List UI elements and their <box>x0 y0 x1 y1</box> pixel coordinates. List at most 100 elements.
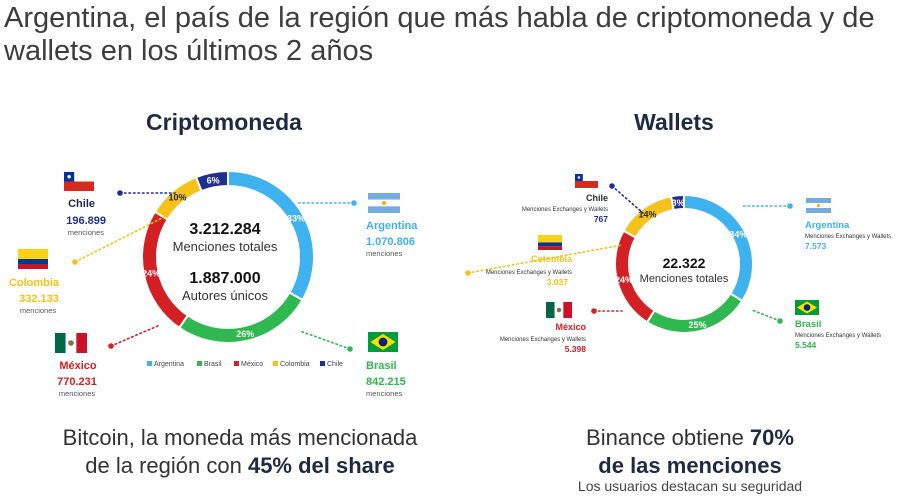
wallets-leader-argentina-dot <box>787 203 793 209</box>
wallets-total-value: 22.322 <box>663 255 706 271</box>
wallets-slice-argentina <box>683 193 754 303</box>
flag-chile-icon <box>575 174 598 188</box>
bitcoin-caption: Bitcoin, la moneda más mencionada de la … <box>10 424 470 480</box>
cripto-label-argentina: 33% <box>287 213 305 223</box>
binance-caption-bold: 70% <box>749 425 794 450</box>
wallets-mexico-name: México <box>555 322 586 332</box>
cripto-colombia-value: 332.133 <box>19 293 59 305</box>
wallets-brasil-name: Brasil <box>795 319 821 330</box>
cripto-leader-mexico <box>110 324 161 347</box>
flag-colombia-icon <box>18 249 48 269</box>
wallets-colombia-name: Colombia <box>531 254 573 264</box>
cripto-colombia-name: Colombia <box>9 277 60 289</box>
wallets-argentina-label: Menciones Exchanges y Wallets <box>805 234 891 240</box>
wallets-chile-value: 767 <box>594 214 608 224</box>
wallets-leader-chile-dot <box>609 183 615 189</box>
bitcoin-caption-line2: de la región con 45% del share <box>10 452 470 480</box>
cripto-brasil-unit: menciones <box>366 389 403 398</box>
flag-brasil-icon <box>795 300 819 315</box>
wallets-label-argentina: 34% <box>729 230 747 240</box>
cripto-chile-unit: menciones <box>68 228 105 237</box>
cripto-legend-argentina: Argentina <box>154 361 184 368</box>
wallets-chile-name: Chile <box>586 193 608 203</box>
wallets-leader-brasil <box>751 309 781 322</box>
cripto-mexico-name: México <box>59 360 97 372</box>
cripto-legend-mexico: México <box>241 361 263 368</box>
flag-argentina-icon <box>806 198 831 213</box>
flag-brasil-icon <box>368 332 398 352</box>
cripto-mexico-unit: menciones <box>59 389 96 398</box>
binance-caption-plain: Binance obtiene <box>586 425 750 450</box>
wallets-slice-chile <box>669 193 685 212</box>
wallets-leader-colombia-dot <box>465 270 471 276</box>
wallets-argentina-value: 7.573 <box>805 241 827 251</box>
binance-caption-line2: de las menciones <box>480 452 900 480</box>
cripto-legend-swatch-argentina <box>147 361 152 366</box>
cripto-leader-colombia-dot <box>72 259 78 265</box>
wallets-title: Wallets <box>634 109 714 135</box>
cripto-label-mexico: 24% <box>142 269 160 279</box>
cripto-legend-chile: Chile <box>327 361 343 368</box>
wallets-chile-label: Menciones Exchanges y Wallets <box>522 207 608 213</box>
cripto-leader-chile-dot <box>117 190 123 196</box>
binance-caption: Binance obtiene 70% de las menciones <box>480 424 900 480</box>
cripto-leader-colombia <box>74 214 169 263</box>
wallets-leader-colombia <box>467 244 623 274</box>
cripto-leader-brasil-dot <box>347 346 353 352</box>
cripto-legend-swatch-mexico <box>234 361 239 366</box>
wallets-leader-brasil-dot <box>777 318 783 324</box>
cripto-authors-value: 1.887.000 <box>189 270 260 287</box>
wallets-label-mexico: 24% <box>615 275 633 285</box>
cripto-label-chile: 6% <box>207 175 220 185</box>
bitcoin-caption-line1: Bitcoin, la moneda más mencionada <box>62 425 418 450</box>
cripto-authors-label: Autores únicos <box>182 288 268 303</box>
cripto-total-label: Menciones totales <box>173 239 278 254</box>
binance-caption-line2-bold: de las menciones <box>598 453 782 478</box>
wallets-brasil-label: Menciones Exchanges y Wallets <box>795 333 881 339</box>
wallets-label-chile: 3% <box>672 198 685 208</box>
wallets-argentina-name: Argentina <box>805 220 850 231</box>
wallets-label-brasil: 25% <box>689 320 707 330</box>
wallets-colombia-value: 3.037 <box>547 277 569 287</box>
cripto-legend-colombia: Colombia <box>280 361 310 368</box>
cripto-legend-swatch-chile <box>320 361 325 366</box>
cripto-mexico-value: 770.231 <box>57 376 97 388</box>
cripto-chile-value: 196.899 <box>66 215 106 227</box>
cripto-chile-name: Chile <box>68 198 95 210</box>
cripto-brasil-name: Brasil <box>366 360 397 372</box>
cripto-leader-argentina-dot <box>351 200 357 206</box>
wallets-leader-mexico-dot <box>591 308 597 314</box>
wallets-label-colombia: 14% <box>639 209 657 219</box>
cripto-colombia-unit: menciones <box>20 306 57 315</box>
cripto-total-value: 3.212.284 <box>189 221 260 238</box>
binance-subcaption: Los usuarios destacan su seguridad <box>577 478 803 494</box>
wallets-total-label: Menciones totales <box>640 273 729 285</box>
cripto-legend-brasil: Brasil <box>204 361 222 368</box>
wallets-colombia-label: Menciones Exchanges y Wallets <box>486 270 572 276</box>
cripto-argentina-unit: menciones <box>366 249 403 258</box>
flag-colombia-icon <box>538 235 562 250</box>
cripto-leader-mexico-dot <box>108 343 114 349</box>
binance-caption-line1: Binance obtiene 70% <box>480 424 900 452</box>
criptomoneda-title: Criptomoneda <box>146 109 302 135</box>
flag-mexico-icon <box>546 302 572 318</box>
headline: Argentina, el país de la región que más … <box>4 2 875 67</box>
flag-mexico-icon <box>55 333 87 353</box>
cripto-label-colombia: 10% <box>169 192 187 202</box>
bitcoin-caption-plain: de la región con <box>85 453 248 478</box>
flag-chile-icon <box>64 172 94 191</box>
cripto-legend-swatch-brasil <box>197 361 202 366</box>
cripto-argentina-name: Argentina <box>366 220 418 232</box>
wallets-mexico-label: Menciones Exchanges y Wallets <box>500 337 586 343</box>
cripto-argentina-value: 1.070.806 <box>366 236 415 248</box>
cripto-label-brasil: 26% <box>236 329 254 339</box>
wallets-mexico-value: 5.398 <box>565 344 587 354</box>
bitcoin-caption-bold: 45% del share <box>247 453 395 478</box>
cripto-legend-swatch-colombia <box>273 361 278 366</box>
wallets-brasil-value: 5.544 <box>795 340 817 350</box>
cripto-slice-chile <box>194 169 229 193</box>
cripto-leader-brasil <box>299 330 351 350</box>
flag-argentina-icon <box>368 193 400 213</box>
cripto-brasil-value: 842.215 <box>366 376 406 388</box>
